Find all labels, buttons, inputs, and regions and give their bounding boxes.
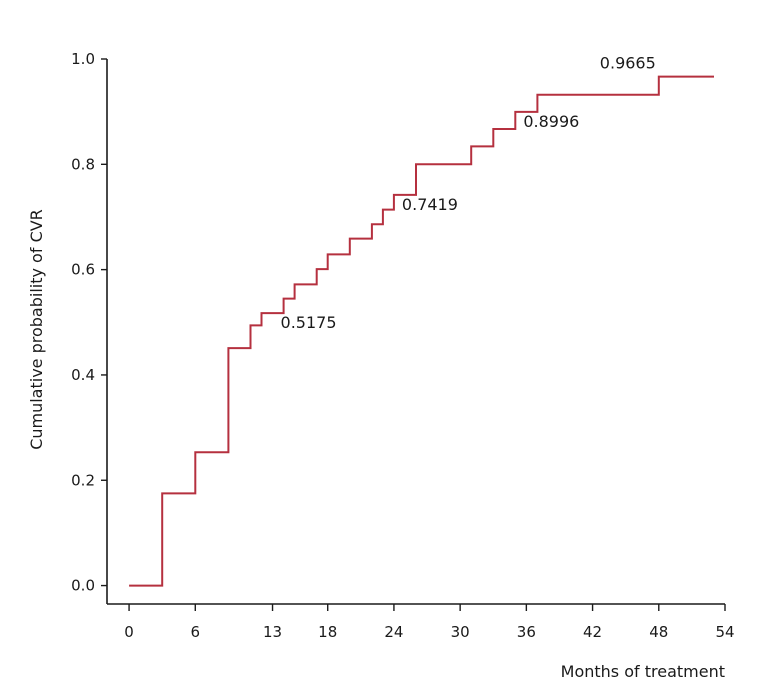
plot-area xyxy=(129,75,714,587)
x-tick-label: 30 xyxy=(451,623,470,641)
x-tick-label: 24 xyxy=(384,623,403,641)
cvr-step-line xyxy=(129,75,714,587)
x-tick-label: 13 xyxy=(263,623,282,641)
value-annotation: 0.5175 xyxy=(281,313,337,332)
annotations: 0.5175 0.7419 0.8996 0.9665 xyxy=(281,54,656,332)
y-tick-label: 0.4 xyxy=(71,366,95,384)
x-axis: 0 6 13 18 24 30 36 42 48 54 xyxy=(107,603,735,641)
x-tick-label: 0 xyxy=(124,623,134,641)
y-axis-title: Cumulative probability of CVR xyxy=(27,209,46,450)
x-tick-label: 48 xyxy=(649,623,668,641)
value-annotation: 0.9665 xyxy=(600,54,656,73)
x-tick-label: 54 xyxy=(715,623,734,641)
value-annotation: 0.8996 xyxy=(523,112,579,131)
y-axis: 0.0 0.2 0.4 0.6 0.8 1.0 xyxy=(71,50,108,604)
y-tick-label: 0.6 xyxy=(71,261,95,279)
x-tick-label: 36 xyxy=(517,623,536,641)
x-tick-label: 6 xyxy=(191,623,201,641)
x-axis-title: Months of treatment xyxy=(561,662,725,681)
y-tick-label: 1.0 xyxy=(71,50,95,68)
y-tick-label: 0.2 xyxy=(71,471,95,489)
value-annotation: 0.7419 xyxy=(402,195,458,214)
y-tick-label: 0.0 xyxy=(71,577,95,595)
x-tick-label: 18 xyxy=(318,623,337,641)
y-tick-label: 0.8 xyxy=(71,155,95,173)
x-tick-label: 42 xyxy=(583,623,602,641)
